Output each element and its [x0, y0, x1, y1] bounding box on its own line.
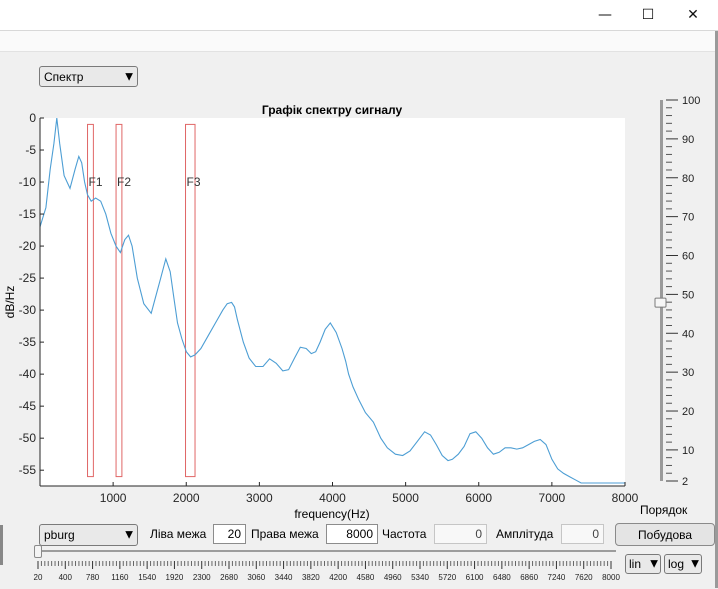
chevron-down-icon: ▼ — [125, 529, 133, 541]
maximize-icon: ☐ — [641, 7, 655, 23]
toolbar-strip — [0, 31, 718, 52]
frequency-input[interactable]: 0 — [434, 524, 487, 544]
method-dropdown-value: pburg — [44, 528, 75, 542]
amplitude-label: Амплітуда — [496, 527, 554, 541]
window-titlebar: — ☐ ✕ — [0, 0, 718, 30]
chevron-down-icon: ▼ — [650, 558, 658, 570]
left-edge-control — [0, 545, 3, 565]
chevron-down-icon: ▼ — [125, 71, 133, 82]
x-scale-value: lin — [629, 557, 642, 571]
x-scale-dropdown[interactable]: lin ▼ — [625, 554, 661, 574]
maximize-button[interactable]: ☐ — [625, 0, 671, 30]
close-button[interactable]: ✕ — [670, 0, 716, 30]
method-dropdown[interactable]: pburg ▼ — [39, 524, 138, 546]
frequency-label: Частота — [382, 527, 427, 541]
y-scale-dropdown[interactable]: log ▼ — [664, 554, 702, 574]
close-icon: ✕ — [687, 7, 699, 23]
chevron-down-icon: ▼ — [691, 558, 699, 570]
frequency-slider-track[interactable] — [34, 550, 616, 552]
minimize-button[interactable]: — — [582, 0, 628, 30]
left-edge-control — [0, 525, 3, 545]
frequency-slider-thumb[interactable] — [34, 545, 42, 558]
left-bound-input[interactable]: 20 — [213, 524, 246, 544]
right-bound-input[interactable]: 8000 — [326, 524, 378, 544]
left-bound-label: Ліва межа — [150, 527, 207, 541]
amplitude-input[interactable]: 0 — [561, 524, 604, 544]
window-border — [715, 31, 718, 588]
right-bound-label: Права межа — [251, 527, 319, 541]
y-scale-value: log — [668, 557, 685, 571]
figure-background — [0, 30, 718, 589]
build-button[interactable]: Побудова — [615, 523, 715, 546]
mode-dropdown-value: Спектр — [44, 69, 84, 84]
mode-dropdown[interactable]: Спектр ▼ — [39, 66, 138, 87]
minimize-icon: — — [598, 7, 612, 23]
order-slider-label: Порядок — [640, 503, 688, 517]
